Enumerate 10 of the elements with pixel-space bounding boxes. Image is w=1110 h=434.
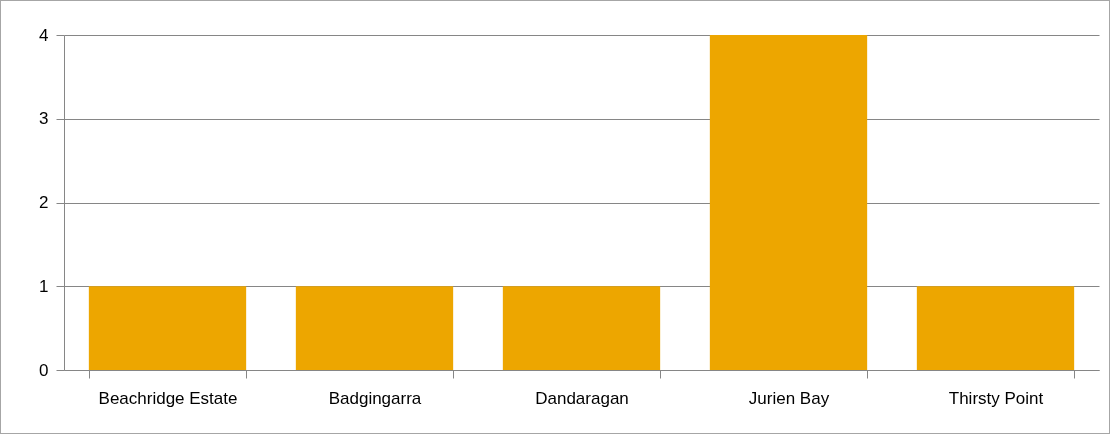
y-tick-label: 4: [39, 25, 49, 45]
y-tick-label: 0: [39, 360, 49, 380]
x-tick-label: Jurien Bay: [748, 388, 830, 408]
y-tick-label: 2: [39, 193, 49, 212]
x-tick-label: Badgingarra: [328, 388, 422, 408]
y-tick-label: 3: [39, 109, 49, 129]
y-tick-label: 1: [39, 276, 49, 296]
x-tick-label: Dandaragan: [535, 388, 629, 408]
x-tick-label: Beachridge Estate: [98, 388, 238, 408]
x-tick-label: Thirsty Point: [948, 388, 1044, 408]
